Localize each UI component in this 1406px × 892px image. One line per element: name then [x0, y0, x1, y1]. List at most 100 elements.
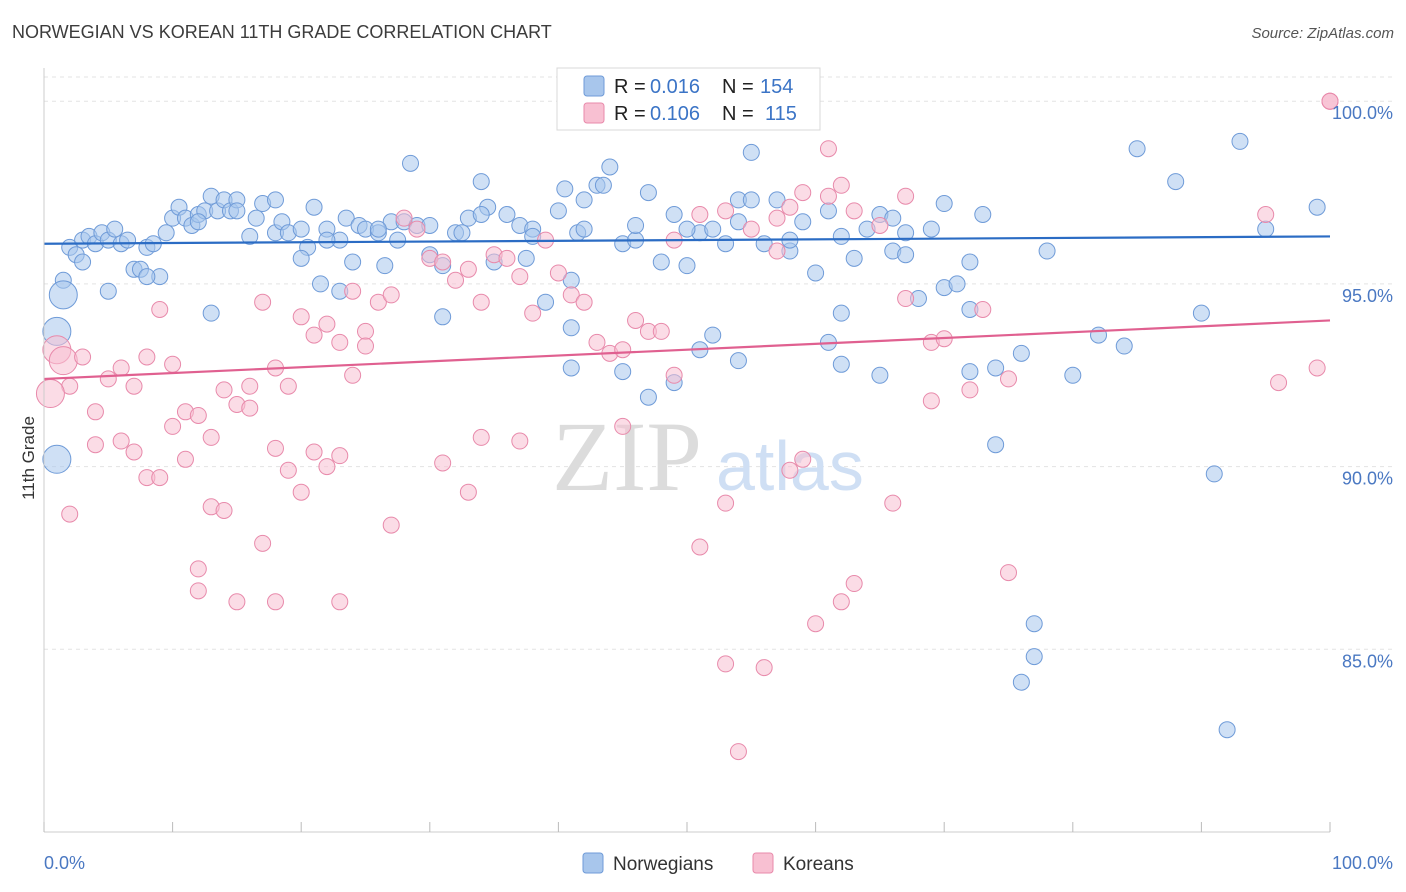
legend-n-value-1: 154 [760, 76, 793, 98]
koreans-point [164, 417, 182, 435]
koreans-point [48, 346, 78, 376]
koreans-point [511, 268, 529, 286]
koreans-point [254, 293, 272, 311]
bottom-legend: Norwegians Koreans [582, 852, 854, 875]
y-axis-label: 11th Grade [19, 416, 38, 500]
koreans-point [164, 355, 182, 373]
koreans-point [318, 315, 336, 333]
stats-legend: R = 0.016 N = 154 R = 0.106 N = 115 [556, 67, 821, 131]
norwegians-point [119, 231, 137, 249]
koreans-point [344, 282, 362, 300]
norwegians-point [517, 249, 535, 267]
norwegians-point [729, 213, 747, 231]
koreans-point [614, 417, 632, 435]
norwegians-point [247, 209, 265, 227]
koreans-point [241, 377, 259, 395]
norwegians-point [594, 176, 612, 194]
koreans-point [511, 432, 529, 450]
norwegians-point [1012, 344, 1030, 362]
norwegians-point [1128, 140, 1146, 158]
norwegians-point [498, 206, 516, 223]
gridlines [44, 76, 1394, 650]
koreans-point [318, 458, 336, 476]
norwegians-point [266, 191, 284, 209]
koreans-point [215, 381, 233, 399]
koreans-point [871, 216, 889, 234]
koreans-point [369, 293, 387, 311]
koreans-point [254, 534, 272, 552]
koreans-point [215, 501, 233, 519]
watermark: ZIP atlas [552, 401, 864, 512]
koreans-point [729, 743, 747, 761]
koreans-point [742, 220, 760, 238]
koreans-point [575, 293, 593, 311]
norwegians-point [935, 195, 953, 213]
koreans-point [691, 206, 709, 223]
norwegians-point [138, 268, 156, 286]
norwegians-point [453, 224, 471, 242]
norwegians-point [337, 209, 355, 227]
norwegians-point [562, 359, 580, 377]
y-tick-label: 90.0% [1342, 469, 1393, 489]
koreans-point [86, 403, 104, 421]
koreans-point [382, 516, 400, 534]
koreans-point [807, 615, 825, 633]
norwegians-point [678, 220, 696, 238]
koreans-point [524, 304, 542, 322]
koreans-point [357, 322, 374, 340]
bottom-legend-label-norwegians: Norwegians [613, 854, 713, 875]
chart-title: NORWEGIAN VS KOREAN 11TH GRADE CORRELATI… [12, 22, 552, 42]
norwegians-point [742, 143, 760, 161]
norwegians-point [948, 275, 966, 293]
koreans-point [922, 392, 940, 410]
norwegians-point [74, 253, 92, 271]
koreans-point [845, 575, 863, 593]
norwegians-point [369, 220, 387, 238]
bottom-legend-swatch-norwegians [582, 852, 604, 874]
koreans-point [755, 659, 773, 677]
norwegians-point [1012, 673, 1030, 691]
koreans-point [292, 483, 310, 501]
koreans-point [588, 333, 606, 351]
koreans-point [768, 209, 786, 227]
koreans-point [382, 286, 400, 304]
koreans-point [459, 260, 477, 278]
norwegians-point [627, 216, 645, 234]
koreans-point [434, 253, 452, 271]
norwegians-point [717, 235, 735, 253]
norwegians-point [922, 220, 940, 238]
norwegians-point [402, 154, 420, 172]
norwegians-point [987, 436, 1005, 454]
koreans-point [292, 308, 310, 326]
norwegians-point [311, 275, 329, 293]
legend-r-value-1: 0.016 [650, 76, 700, 98]
norwegians-point [897, 224, 915, 242]
norwegians-point [704, 326, 722, 344]
norwegians-point [639, 184, 657, 202]
norwegians-point [99, 282, 117, 300]
axes [43, 68, 1331, 833]
koreans-point [86, 436, 104, 454]
norwegians-point [1038, 242, 1056, 260]
koreans-point [627, 311, 645, 329]
koreans-point [189, 560, 207, 578]
norwegians-point [1167, 173, 1185, 191]
norwegians-point [1090, 326, 1108, 344]
koreans-point [1000, 564, 1017, 582]
koreans-point [472, 428, 490, 446]
norwegians-point [1218, 721, 1236, 739]
koreans-point [459, 483, 477, 501]
koreans-point [112, 359, 130, 377]
koreans-point [562, 286, 580, 304]
koreans-point [472, 293, 490, 311]
y-tick-labels: 85.0% 90.0% 95.0% 100.0% [1332, 103, 1393, 671]
norwegians-point [987, 359, 1005, 377]
koreans-point [961, 381, 979, 399]
norwegians-point [639, 388, 657, 406]
norwegians-point [472, 173, 490, 191]
koreans-point [794, 184, 812, 202]
norwegians-point [614, 363, 632, 381]
chart-source: Source: ZipAtlas.com [1251, 25, 1394, 42]
norwegians-point [819, 202, 837, 220]
